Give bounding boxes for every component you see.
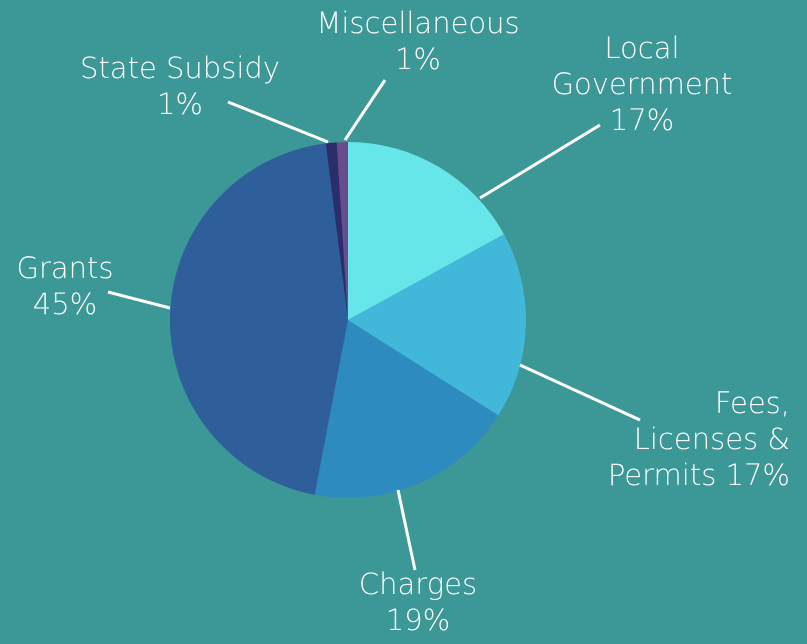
pie-slice (170, 143, 348, 495)
value-label: 45% (32, 287, 98, 321)
category-name: Miscellaneous (316, 6, 520, 40)
value-label: 17% (609, 103, 675, 137)
value-label: 19% (385, 603, 451, 637)
slice-label: Fees, Licenses & Permits 17% (585, 385, 790, 493)
leader-line (227, 100, 329, 144)
pie-slice (348, 142, 504, 320)
pie-slice (325, 142, 348, 320)
category-name: Charges (358, 567, 478, 601)
value-label: 1% (156, 87, 203, 121)
leader-line (479, 123, 601, 200)
slice-label: Grants 45% (0, 250, 130, 322)
category-name: Fees, Licenses & Permits (607, 386, 790, 492)
slice-label: Local Government 17% (537, 30, 747, 138)
value-label: 17% (725, 458, 790, 492)
pie-slice (314, 320, 499, 499)
slice-label: Charges 19% (318, 566, 518, 638)
category-name: Local Government (551, 31, 733, 101)
pie-slice (348, 234, 526, 416)
leader-line (107, 290, 171, 310)
leader-line (396, 489, 417, 571)
category-name: Grants (16, 251, 114, 285)
category-name: State Subsidy (80, 51, 280, 85)
slice-label: Miscellaneous 1% (298, 5, 538, 77)
leader-line (519, 363, 641, 422)
slice-label: State Subsidy 1% (60, 50, 300, 122)
value-label: 1% (394, 42, 441, 76)
pie-slice (336, 142, 348, 320)
leader-line (343, 79, 387, 141)
